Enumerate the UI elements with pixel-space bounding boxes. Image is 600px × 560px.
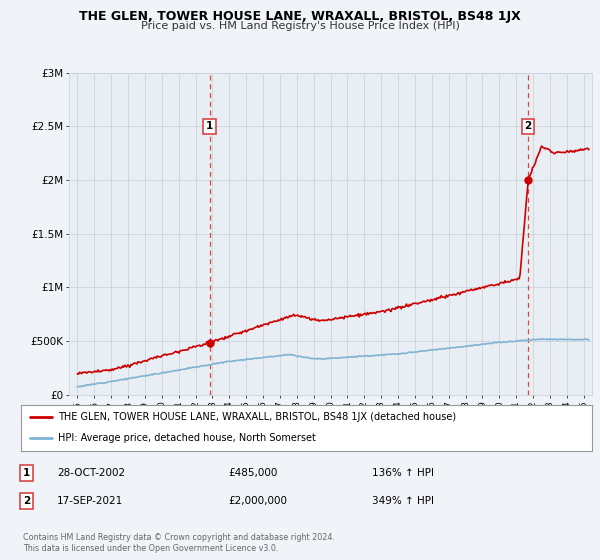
Text: Price paid vs. HM Land Registry's House Price Index (HPI): Price paid vs. HM Land Registry's House … [140, 21, 460, 31]
Text: £485,000: £485,000 [228, 468, 277, 478]
Text: 349% ↑ HPI: 349% ↑ HPI [372, 496, 434, 506]
Text: 28-OCT-2002: 28-OCT-2002 [57, 468, 125, 478]
Text: 136% ↑ HPI: 136% ↑ HPI [372, 468, 434, 478]
Text: 1: 1 [206, 122, 213, 132]
Text: 17-SEP-2021: 17-SEP-2021 [57, 496, 123, 506]
Text: £2,000,000: £2,000,000 [228, 496, 287, 506]
Text: THE GLEN, TOWER HOUSE LANE, WRAXALL, BRISTOL, BS48 1JX: THE GLEN, TOWER HOUSE LANE, WRAXALL, BRI… [79, 10, 521, 23]
Text: 2: 2 [23, 496, 30, 506]
Text: HPI: Average price, detached house, North Somerset: HPI: Average price, detached house, Nort… [58, 433, 316, 444]
Text: 1: 1 [23, 468, 30, 478]
Text: THE GLEN, TOWER HOUSE LANE, WRAXALL, BRISTOL, BS48 1JX (detached house): THE GLEN, TOWER HOUSE LANE, WRAXALL, BRI… [58, 412, 456, 422]
Text: 2: 2 [524, 122, 532, 132]
Text: Contains HM Land Registry data © Crown copyright and database right 2024.
This d: Contains HM Land Registry data © Crown c… [23, 533, 335, 553]
